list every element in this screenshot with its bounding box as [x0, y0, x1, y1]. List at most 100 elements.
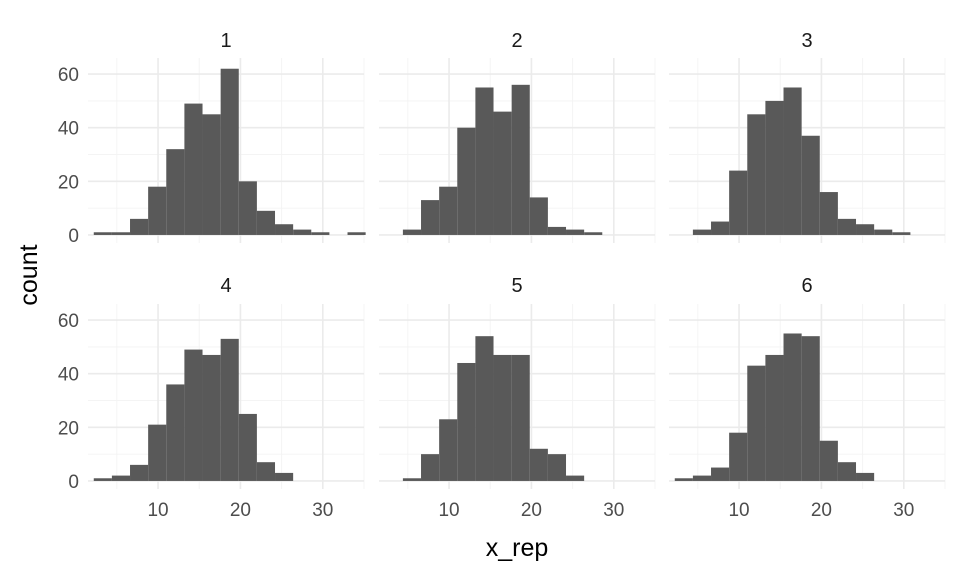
- x-axis-title: x_rep: [486, 534, 549, 562]
- histogram-bar: [493, 354, 512, 481]
- histogram-bar: [711, 221, 730, 235]
- facet-strip-label: 5: [511, 275, 522, 297]
- histogram-bar: [439, 419, 458, 481]
- x-tick-label: 10: [438, 500, 459, 521]
- histogram-bar: [402, 229, 422, 235]
- x-tick-label: 30: [312, 500, 333, 521]
- histogram-bar: [729, 432, 748, 481]
- histogram-bar: [566, 229, 585, 235]
- histogram-bar: [311, 232, 330, 235]
- histogram-bar: [220, 68, 239, 235]
- histogram-bar: [511, 84, 530, 235]
- histogram-bar: [439, 186, 458, 235]
- histogram-bar: [130, 218, 149, 235]
- facet-panel-2: 2: [379, 30, 656, 243]
- histogram-bar: [692, 475, 712, 481]
- histogram-bar: [765, 100, 784, 235]
- facet-strip-label: 2: [511, 30, 522, 52]
- y-tick-label: 60: [58, 65, 79, 86]
- histogram-bar: [711, 467, 730, 481]
- histogram-bar: [819, 440, 838, 481]
- histogram-bar: [238, 181, 257, 235]
- histogram-bar: [220, 338, 239, 481]
- histogram-bar: [111, 232, 131, 235]
- histogram-bar: [238, 413, 257, 481]
- y-tick-label: 20: [58, 418, 79, 439]
- histogram-bar: [674, 478, 693, 481]
- histogram-bar: [856, 224, 875, 235]
- histogram-bar: [421, 454, 440, 481]
- facet-panel-3: 3: [669, 30, 946, 243]
- y-tick-label: 60: [58, 311, 79, 332]
- histogram-bar: [475, 87, 494, 235]
- x-tick-label: 10: [147, 500, 168, 521]
- histogram-bar: [148, 424, 167, 481]
- x-tick-label: 30: [603, 500, 624, 521]
- histogram-bar: [819, 192, 838, 235]
- x-tick-label: 20: [811, 500, 832, 521]
- y-axis-title: count: [15, 244, 43, 305]
- histogram-bar: [256, 462, 276, 481]
- y-tick-label: 40: [58, 365, 79, 386]
- histogram-bar: [892, 232, 911, 235]
- facet-panel-5: 5 10 20 30: [379, 275, 656, 521]
- histogram-bar: [692, 229, 712, 235]
- histogram-bar: [402, 478, 422, 481]
- histogram-bar: [837, 218, 857, 235]
- histogram-bar: [202, 354, 221, 481]
- facet-strip-label: 1: [220, 30, 231, 52]
- histogram-bar: [256, 210, 276, 235]
- histogram-bar: [130, 464, 149, 481]
- histogram-bar: [93, 232, 112, 235]
- histogram-bar: [293, 229, 312, 235]
- facet-strip-label: 4: [220, 275, 231, 297]
- histogram-bar: [275, 224, 294, 235]
- histogram-bar: [148, 186, 167, 235]
- histogram-bar: [837, 462, 857, 481]
- histogram-bar: [856, 472, 875, 481]
- histogram-bar: [729, 170, 748, 235]
- y-tick-label: 20: [58, 172, 79, 193]
- histogram-bar: [584, 232, 603, 235]
- histogram-bar: [275, 472, 294, 481]
- histogram-bar: [93, 478, 112, 481]
- facet-panel-6: 6 10 20 30: [669, 275, 946, 521]
- histogram-bar: [457, 127, 476, 235]
- histogram-bar: [529, 197, 548, 235]
- x-tick-label: 20: [230, 500, 251, 521]
- histogram-bar: [529, 448, 548, 481]
- histogram-bar: [547, 226, 567, 235]
- x-tick-label: 10: [728, 500, 749, 521]
- histogram-bar: [801, 135, 820, 235]
- histogram-bar: [547, 454, 567, 481]
- histogram-bar: [184, 103, 203, 235]
- histogram-bar: [511, 354, 530, 481]
- facet-strip-label: 3: [801, 30, 812, 52]
- histogram-bar: [747, 365, 766, 481]
- histogram-bar: [475, 336, 494, 481]
- y-tick-label: 40: [58, 119, 79, 140]
- x-tick-label: 30: [893, 500, 914, 521]
- histogram-bar: [457, 362, 476, 481]
- histogram-bar: [765, 354, 784, 481]
- histogram-bar: [202, 114, 221, 235]
- x-tick-label: 20: [521, 500, 542, 521]
- histogram-bar: [874, 229, 893, 235]
- y-tick-label: 0: [68, 472, 79, 493]
- facet-panel-1: 1 0 20 40 60: [58, 30, 366, 247]
- y-tick-label: 0: [68, 226, 79, 247]
- histogram-bar: [184, 349, 203, 481]
- histogram-bar: [166, 384, 185, 481]
- histogram-bar: [166, 149, 185, 235]
- histogram-bar: [801, 336, 820, 481]
- histogram-bar: [347, 232, 366, 235]
- histogram-bar: [747, 114, 766, 235]
- histogram-bar: [783, 87, 802, 235]
- histogram-bar: [566, 475, 585, 481]
- histogram-bar: [783, 333, 802, 481]
- facet-strip-label: 6: [801, 275, 812, 297]
- histogram-bar: [493, 111, 512, 235]
